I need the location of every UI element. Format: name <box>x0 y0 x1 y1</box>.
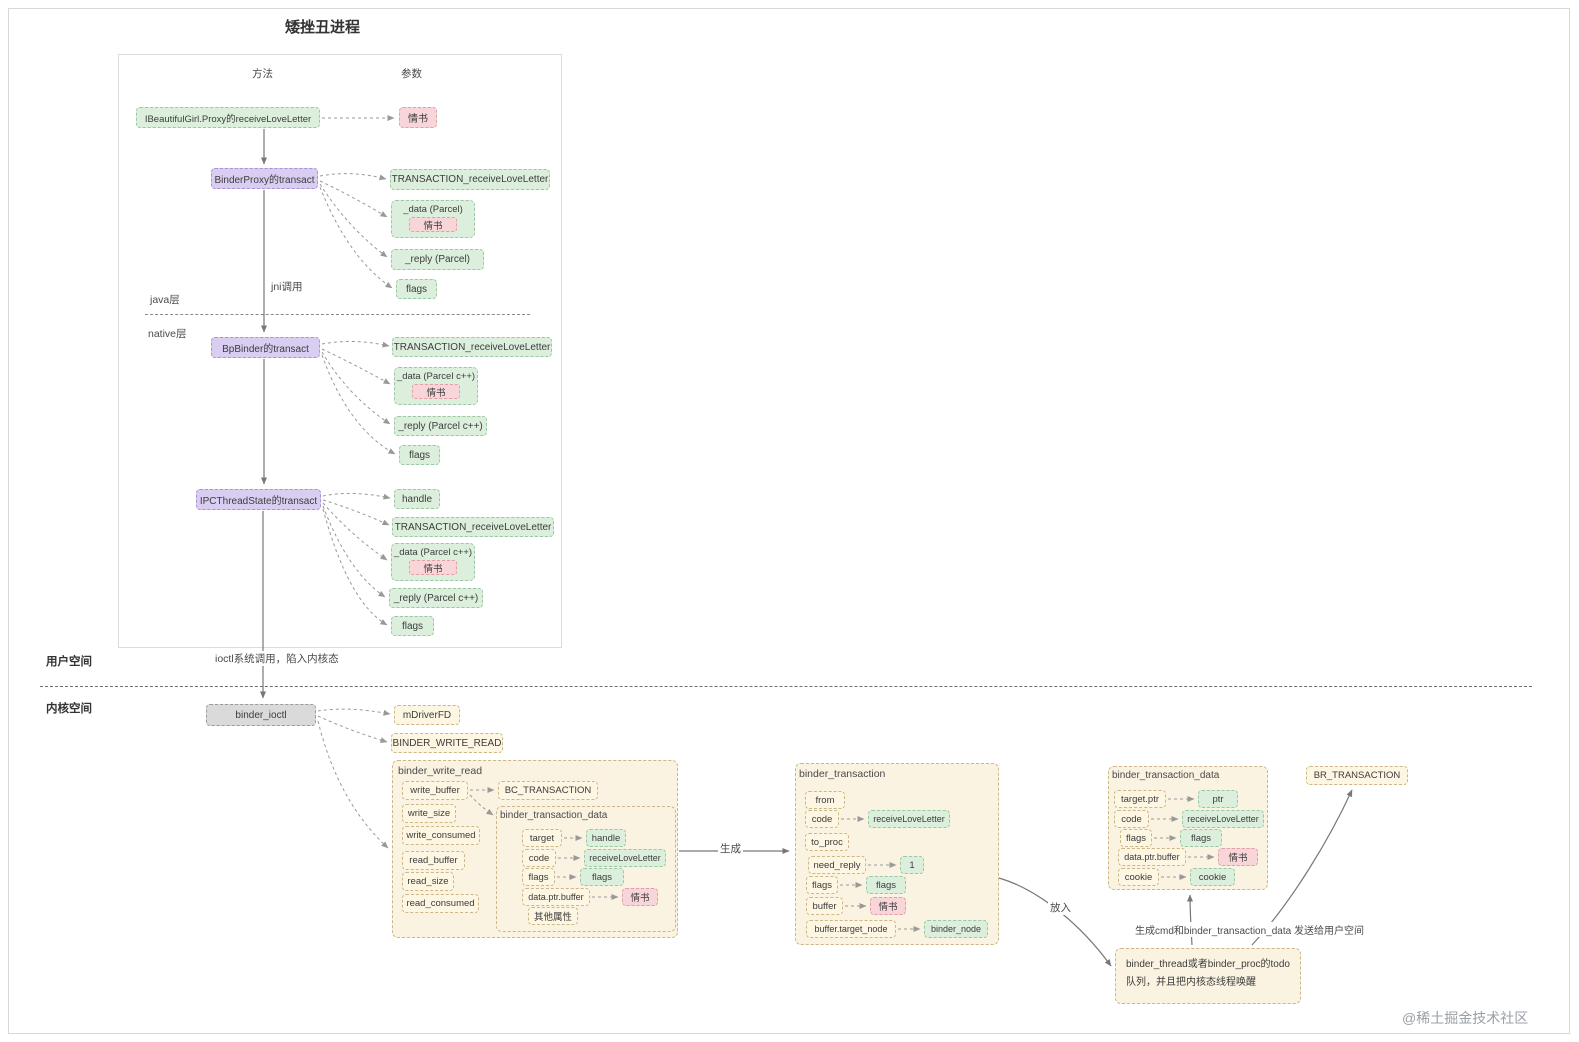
btd-key-flags: flags <box>522 868 555 886</box>
generate-label: 生成 <box>718 841 743 856</box>
btdo-val-flags: flags <box>1180 829 1222 847</box>
btdo-val-ptr: ptr <box>1198 790 1238 808</box>
ipc-thread-state-node: IPCThreadState的transact <box>196 489 321 510</box>
bt-val-code: receiveLoveLetter <box>868 810 950 828</box>
bt-key-need-reply: need_reply <box>808 856 866 874</box>
data-parcel-box-java: _data (Parcel) 情书 <box>391 200 475 238</box>
flags-node-ipc: flags <box>391 616 434 636</box>
btdo-val-code: receiveLoveLetter <box>1182 810 1264 828</box>
bt-key-to-proc: to_proc <box>805 833 849 851</box>
btd-val-love-letter: 情书 <box>622 888 658 906</box>
btd-key-buffer: data.ptr.buffer <box>522 888 590 906</box>
watermark: @稀土掘金技术社区 <box>1402 1010 1529 1026</box>
diagram-title: 矮挫丑进程 <box>285 19 361 36</box>
todo-queue-box: binder_thread或者binder_proc的todo队列，并且把内核态… <box>1115 948 1301 1004</box>
bp-binder-node: BpBinder的transact <box>211 337 320 358</box>
native-layer-label: native层 <box>148 328 187 340</box>
send-to-user-space-note: 生成cmd和binder_transaction_data 发送给用户空间 <box>1133 922 1366 937</box>
reply-parcel-node-java: _reply (Parcel) <box>391 249 484 270</box>
mdriverfd-node: mDriverFD <box>394 705 460 725</box>
field-read-buffer: read_buffer <box>402 851 465 870</box>
btd-key-code: code <box>522 849 556 867</box>
jni-call-label: jni调用 <box>269 279 305 294</box>
btd-val-code: receiveLoveLetter <box>584 849 666 867</box>
bt-val-need-reply: 1 <box>900 856 924 874</box>
bt-key-flags: flags <box>806 876 838 894</box>
love-letter-node: 情书 <box>399 107 437 128</box>
flags-node-native: flags <box>399 445 440 465</box>
reply-parcel-node-native: _reply (Parcel c++) <box>394 416 487 436</box>
kernel-space-label: 内核空间 <box>46 703 92 715</box>
field-write-size: write_size <box>402 804 456 823</box>
params-column-header: 参数 <box>401 68 422 80</box>
transaction-code-node-ipc: TRANSACTION_receiveLoveLetter <box>392 517 554 537</box>
handle-node: handle <box>394 489 440 509</box>
field-write-consumed: write_consumed <box>402 826 480 845</box>
transaction-code-node-java: TRANSACTION_receiveLoveLetter <box>390 169 550 190</box>
bt-val-flags: flags <box>866 876 906 894</box>
bt-key-buffer: buffer <box>806 897 843 915</box>
love-letter-in-parcel-native: 情书 <box>412 384 460 399</box>
love-letter-in-parcel-java: 情书 <box>409 217 457 232</box>
field-write-buffer: write_buffer <box>402 781 468 800</box>
java-layer-label: java层 <box>150 294 180 306</box>
java-native-divider <box>145 314 530 315</box>
data-parcel-label-ipc: _data (Parcel c++) <box>393 547 473 558</box>
data-parcel-box-native: _data (Parcel c++) 情书 <box>394 367 478 405</box>
flags-node-java: flags <box>396 279 437 299</box>
btdo-val-love-letter: 情书 <box>1218 848 1258 866</box>
binder-transaction-title: binder_transaction <box>799 768 886 780</box>
bt-val-love-letter: 情书 <box>870 897 906 915</box>
binder-write-read-cmd-node: BINDER_WRITE_READ <box>391 733 503 753</box>
data-parcel-box-ipc: _data (Parcel c++) 情书 <box>391 543 475 581</box>
binder-write-read-title: binder_write_read <box>398 765 483 777</box>
user-space-flow-box <box>118 54 562 648</box>
method-column-header: 方法 <box>252 68 273 80</box>
btdo-key-flags: flags <box>1120 829 1152 847</box>
love-letter-in-parcel-ipc: 情书 <box>409 560 457 575</box>
field-read-size: read_size <box>402 872 454 891</box>
bt-key-target-node: buffer.target_node <box>806 920 896 938</box>
transaction-code-node-native: TRANSACTION_receiveLoveLetter <box>392 337 552 357</box>
btdo-key-code: code <box>1114 810 1149 828</box>
binder-transaction-data-title: binder_transaction_data <box>500 810 608 821</box>
outer-frame <box>8 8 1570 1034</box>
bt-key-code: code <box>805 810 839 828</box>
ioctl-syscall-note: ioctl系统调用，陷入内核态 <box>213 651 341 666</box>
bt-val-binder-node: binder_node <box>924 920 988 938</box>
binder-proxy-node: BinderProxy的transact <box>211 168 318 189</box>
binder-ioctl-node: binder_ioctl <box>206 704 316 726</box>
btdo-key-cookie: cookie <box>1118 868 1159 886</box>
btd-key-others: 其他属性 <box>528 907 578 925</box>
bt-key-from: from <box>805 791 845 809</box>
data-parcel-label-native: _data (Parcel c++) <box>396 371 476 382</box>
user-space-label: 用户空间 <box>46 656 92 668</box>
binder-transaction-data-out-title: binder_transaction_data <box>1112 770 1220 781</box>
user-kernel-boundary-line <box>40 686 1532 687</box>
btd-val-flags: flags <box>580 868 624 886</box>
btdo-key-buffer: data.ptr.buffer <box>1118 848 1186 866</box>
field-read-consumed: read_consumed <box>402 894 479 913</box>
btdo-val-cookie: cookie <box>1190 868 1235 886</box>
br-transaction-node: BR_TRANSACTION <box>1306 766 1408 785</box>
proxy-method-node: IBeautifulGirl.Proxy的receiveLoveLetter <box>136 107 320 128</box>
data-parcel-label-java: _data (Parcel) <box>403 204 463 215</box>
bc-transaction-node: BC_TRANSACTION <box>498 781 598 800</box>
btd-val-handle: handle <box>586 829 626 847</box>
btdo-key-target-ptr: target.ptr <box>1114 790 1166 808</box>
btd-key-target: target <box>522 829 562 847</box>
put-into-label: 放入 <box>1048 900 1073 915</box>
reply-parcel-node-ipc: _reply (Parcel c++) <box>389 588 483 608</box>
